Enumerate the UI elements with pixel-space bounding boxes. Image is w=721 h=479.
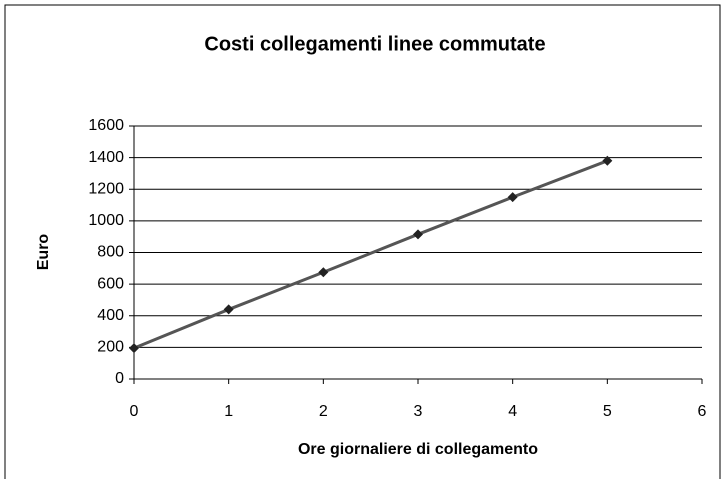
y-axis-label: Euro — [35, 234, 52, 271]
point-marker — [602, 155, 613, 166]
y-tick-label: 1600 — [88, 117, 124, 134]
y-tick-label: 400 — [97, 307, 124, 324]
y-tick-label: 1000 — [88, 212, 124, 229]
y-tick-label: 0 — [115, 370, 124, 387]
x-tick-label: 2 — [319, 403, 328, 420]
point-marker — [223, 304, 234, 315]
x-tick-label: 4 — [508, 403, 517, 420]
y-tick-label: 800 — [97, 244, 124, 261]
point-marker — [507, 192, 518, 203]
chart-title: Costi collegamenti linee commutate — [204, 33, 545, 55]
y-tick-label: 1400 — [88, 149, 124, 166]
y-tick-label: 600 — [97, 275, 124, 292]
x-tick-label: 0 — [130, 403, 139, 420]
point-marker — [318, 267, 329, 278]
x-tick-label: 3 — [414, 403, 423, 420]
x-tick-label: 5 — [603, 403, 612, 420]
x-tick-label: 1 — [224, 403, 233, 420]
point-marker — [413, 229, 423, 240]
y-tick-label: 1200 — [88, 180, 124, 197]
point-marker — [129, 343, 139, 354]
x-tick-label: 6 — [698, 403, 707, 420]
chart-frame — [4, 4, 721, 479]
x-axis-label: Ore giornaliere di collegamento — [298, 441, 538, 458]
series-line — [133, 159, 608, 350]
y-tick-label: 200 — [97, 339, 124, 356]
